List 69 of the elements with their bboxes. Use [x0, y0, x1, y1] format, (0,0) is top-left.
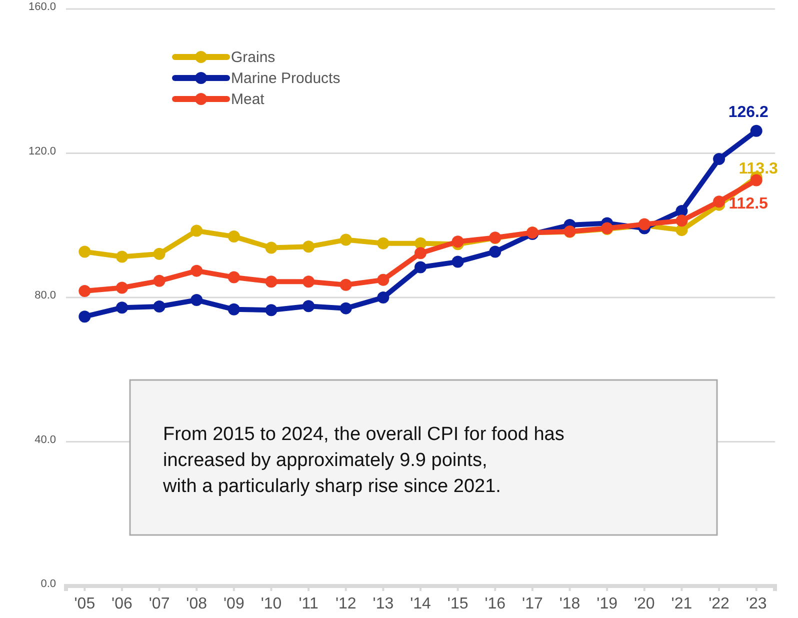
point [265, 242, 278, 254]
data-label: 112.5 [728, 195, 768, 212]
legend-label: Grains [231, 49, 276, 66]
note-box: From 2015 to 2024, the overall CPI for food has increased by approximately 9.9 points, with a particularly sharp rise since 2021. [129, 379, 718, 536]
point [153, 274, 166, 287]
x-tick-label: '22 [708, 595, 730, 612]
point [340, 234, 352, 246]
legend-label: Marine Products [231, 70, 340, 87]
point [190, 264, 203, 277]
x-tick-label: '13 [372, 595, 394, 612]
y-tick-label: 160.0 [28, 1, 56, 14]
point [116, 302, 128, 314]
x-tick-label: '06 [112, 595, 132, 612]
point [265, 304, 278, 316]
point [302, 240, 315, 253]
point [489, 246, 502, 258]
point [190, 224, 203, 237]
x-tick-label: '08 [186, 595, 208, 612]
x-tick-label: '15 [447, 595, 468, 612]
point [750, 174, 762, 186]
x-tick-label: '11 [298, 595, 318, 612]
data-label: 126.2 [728, 104, 768, 121]
point [228, 303, 240, 316]
point [116, 282, 128, 294]
point [302, 276, 315, 288]
x-tick-label: '20 [634, 595, 655, 612]
annotation: From 2015 to 2024, the overall CPI for food has increased by approximately 9.9 points, with a particularly sharp rise since 2021. [162, 424, 564, 497]
y-tick-label: 80.0 [34, 290, 56, 302]
point [302, 300, 315, 312]
data-label: 113.3 [738, 160, 778, 178]
point [340, 302, 352, 314]
point [414, 247, 426, 260]
x-tick-label: '17 [522, 595, 543, 612]
point [377, 292, 390, 304]
x-tick-label: '07 [148, 595, 170, 612]
legend-label: Meat [231, 91, 266, 108]
point [452, 256, 464, 268]
x-tick-label: '10 [260, 595, 282, 612]
x-tick-label: '19 [596, 595, 618, 612]
x-tick-label: '14 [410, 595, 432, 612]
y-tick-label: 120.0 [28, 145, 56, 158]
point [676, 214, 688, 227]
x-tick-label: '09 [223, 595, 244, 612]
y-tick-label: 0.0 [40, 578, 56, 590]
point [452, 236, 464, 248]
point [153, 300, 166, 313]
point [116, 250, 128, 263]
x-tick-label: '18 [559, 595, 580, 612]
point [78, 246, 91, 258]
point [713, 153, 726, 166]
x-tick-label: '21 [671, 595, 692, 612]
point [78, 285, 91, 298]
point [228, 230, 240, 243]
point [340, 278, 352, 291]
point [414, 261, 426, 274]
point [750, 124, 762, 137]
x-tick-label: '16 [484, 595, 506, 612]
point [265, 276, 278, 288]
point [377, 237, 390, 250]
point [78, 310, 91, 323]
x-tick-label: '12 [335, 595, 356, 612]
point [190, 294, 203, 306]
point [153, 248, 166, 260]
point [713, 196, 726, 208]
point [228, 271, 240, 284]
x-tick-label: '23 [746, 595, 767, 612]
point [377, 274, 390, 286]
x-tick-label: '05 [74, 595, 96, 612]
y-tick-label: 40.0 [34, 434, 56, 446]
